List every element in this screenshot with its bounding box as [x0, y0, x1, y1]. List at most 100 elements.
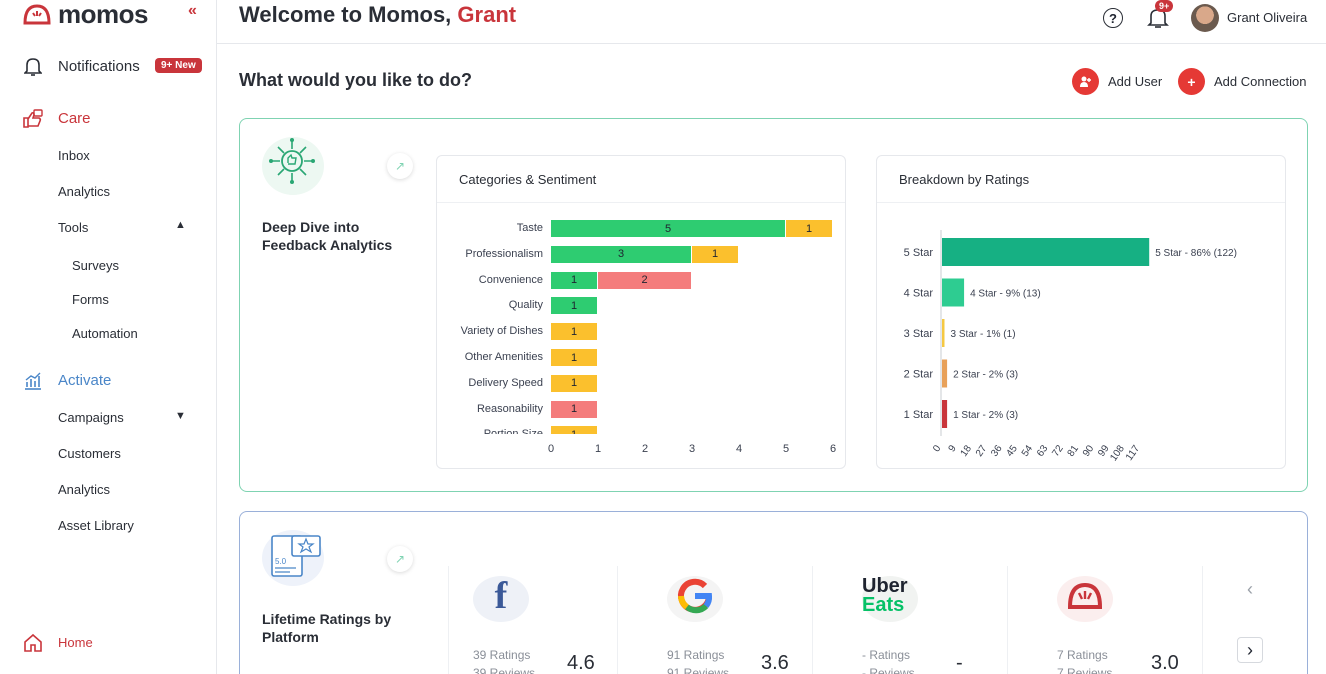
- category-bar-segment[interactable]: 1: [551, 323, 597, 341]
- user-name[interactable]: Grant Oliveira: [1227, 10, 1308, 25]
- section-heading: What would you like to do?: [239, 70, 472, 90]
- sidebar-section-care[interactable]: Care: [0, 108, 216, 130]
- feedback-analytics-icon: [262, 137, 324, 195]
- page-title: Welcome to Momos, Grant: [239, 2, 516, 28]
- home-icon: [22, 632, 44, 654]
- help-icon[interactable]: ?: [1103, 8, 1123, 28]
- platform-card-facebook[interactable]: f 39 Ratings 39 Reviews 4.6: [448, 566, 618, 674]
- eats-wordmark: Eats: [862, 594, 905, 616]
- sidebar-item-tools[interactable]: Tools: [58, 220, 89, 235]
- lifetime-ratings-card[interactable]: 5.0 ↗ Lifetime Ratings by Platform: [239, 511, 1308, 674]
- reviews-count: 7 Reviews: [1057, 666, 1113, 674]
- category-bar-segment[interactable]: 1: [551, 349, 597, 366]
- category-bar-segment[interactable]: 5: [551, 220, 785, 237]
- x-tick-label: 90: [1081, 443, 1097, 459]
- rating-category-label: 4 Star: [904, 288, 934, 300]
- category-bar-segment[interactable]: 1: [786, 220, 832, 237]
- x-tick-label: 9: [947, 443, 959, 454]
- rating-score: 4.6: [567, 652, 595, 674]
- category-label: Other Amenities: [464, 351, 543, 363]
- x-tick-label: 5: [783, 443, 790, 455]
- category-bar-segment[interactable]: 2: [598, 271, 691, 289]
- sidebar-section-activate[interactable]: Activate: [0, 370, 216, 392]
- category-bar-segment[interactable]: 1: [551, 271, 597, 289]
- x-tick-label: 108: [1108, 443, 1127, 463]
- sidebar-section-label: Activate: [58, 372, 112, 389]
- x-tick-label: 4: [736, 443, 743, 455]
- category-label: Reasonability: [476, 402, 543, 415]
- rating-bar[interactable]: [942, 359, 948, 388]
- sidebar-item-campaigns[interactable]: Campaigns: [58, 410, 124, 425]
- rating-score: 3.0: [1151, 652, 1179, 674]
- feedback-analytics-card[interactable]: ↗ Deep Dive into Feedback Analytics Cate…: [239, 118, 1308, 492]
- x-tick-label: 6: [830, 443, 837, 455]
- x-tick-label: 81: [1066, 443, 1082, 459]
- x-tick-label: 18: [959, 443, 975, 459]
- category-bar-segment[interactable]: 3: [551, 245, 691, 263]
- sidebar-item-surveys[interactable]: Surveys: [72, 258, 119, 273]
- uber-wordmark: Uber: [862, 575, 908, 597]
- rating-category-label: 2 Star: [904, 369, 934, 381]
- sidebar-item-inbox[interactable]: Inbox: [58, 148, 90, 163]
- notifications-badge: 9+ New: [155, 58, 202, 73]
- bell-icon: [22, 56, 44, 78]
- ratings-platform-icon: 5.0: [262, 530, 324, 586]
- x-tick-label: 72: [1050, 443, 1066, 459]
- x-tick-label: 0: [931, 443, 943, 454]
- rating-bar[interactable]: [942, 400, 948, 428]
- card-title-line2: Feedback Analytics: [262, 237, 393, 253]
- ratings-count: 91 Ratings: [667, 648, 725, 662]
- sidebar-item-asset-library[interactable]: Asset Library: [58, 518, 134, 533]
- sidebar-item-home[interactable]: Home: [0, 632, 216, 654]
- rating-score: -: [956, 652, 963, 674]
- rating-bar[interactable]: [942, 238, 1150, 266]
- rating-bar[interactable]: [942, 278, 965, 307]
- add-user-button[interactable]: Add User: [1072, 68, 1162, 95]
- category-bar-segment[interactable]: 1: [551, 400, 597, 418]
- reviews-count: 39 Reviews: [473, 666, 536, 674]
- sidebar-section-label: Care: [58, 110, 91, 127]
- sidebar-item-notifications[interactable]: Notifications 9+ New: [0, 56, 216, 78]
- x-tick-label: 27: [974, 443, 990, 459]
- sidebar-item-forms[interactable]: Forms: [72, 292, 109, 307]
- chevron-down-icon[interactable]: ▼: [175, 410, 186, 422]
- category-bar-segment[interactable]: 1: [551, 374, 597, 392]
- panel-title: Breakdown by Ratings: [899, 172, 1030, 187]
- expand-arrow-icon[interactable]: ↗: [387, 153, 413, 179]
- ratings-count: 39 Ratings: [473, 648, 531, 662]
- platform-card-google[interactable]: 91 Ratings 91 Reviews 3.6: [643, 566, 813, 674]
- category-bar-segment[interactable]: 1: [551, 297, 597, 315]
- sidebar-item-analytics-activate[interactable]: Analytics: [58, 482, 111, 497]
- thumbs-up-chat-icon: [22, 108, 44, 130]
- momos-logo[interactable]: momos: [22, 0, 148, 29]
- ratings-bar-chart: 5 Star 5 Star - 86% (122) 4 Star 4 Star - 9…: [904, 230, 1237, 463]
- carousel-next-icon[interactable]: ›: [1237, 637, 1263, 663]
- categories-bar-chart: Taste 5 1 Professionalism 3 1 Convenience 1 2 Qua…: [437, 202, 847, 434]
- platform-card-ubereats[interactable]: Uber Eats - Ratings - Reviews -: [838, 566, 1008, 674]
- expand-arrow-icon[interactable]: ↗: [387, 546, 413, 572]
- x-tick-label: 1: [595, 443, 602, 455]
- category-bar-segment[interactable]: 1: [692, 245, 738, 263]
- avatar[interactable]: [1191, 4, 1219, 32]
- sidebar-item-automation[interactable]: Automation: [72, 326, 138, 341]
- rating-bar[interactable]: [942, 319, 945, 347]
- add-connection-button[interactable]: + Add Connection: [1178, 68, 1307, 95]
- rating-data-label: 3 Star - 1% (1): [951, 329, 1016, 340]
- chevron-up-icon[interactable]: ▲: [175, 219, 186, 231]
- x-tick-label: 2: [642, 443, 649, 455]
- x-tick-label: 0: [548, 443, 555, 455]
- notification-count-badge: 9+: [1155, 0, 1174, 12]
- carousel-prev-icon[interactable]: ‹: [1247, 578, 1253, 599]
- category-bar-segment[interactable]: 1: [551, 426, 597, 434]
- reviews-count: - Reviews: [862, 666, 915, 674]
- sidebar-item-customers[interactable]: Customers: [58, 446, 121, 461]
- rating-data-label: 4 Star - 9% (13): [970, 289, 1041, 300]
- platform-card-momos[interactable]: 7 Ratings 7 Reviews 3.0: [1033, 566, 1203, 674]
- sidebar-item-analytics[interactable]: Analytics: [58, 184, 111, 199]
- category-label: Professionalism: [465, 247, 543, 260]
- collapse-sidebar-icon[interactable]: «: [188, 2, 197, 19]
- x-tick-label: 3: [689, 443, 696, 455]
- x-tick-label: 54: [1020, 443, 1036, 459]
- reviews-count: 91 Reviews: [667, 666, 730, 674]
